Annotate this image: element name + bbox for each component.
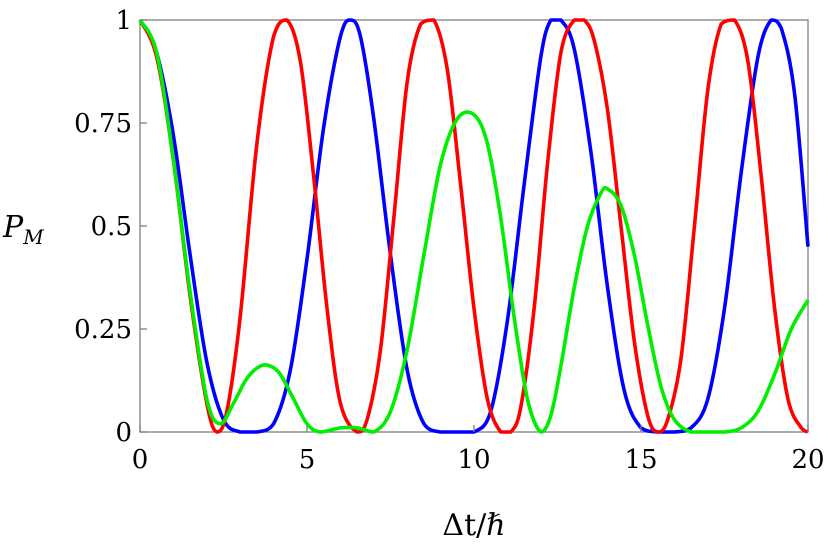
y-axis-label: PM: [2, 210, 44, 249]
y-tick-label: 1: [115, 6, 132, 36]
y-axis-label-main: P: [2, 210, 24, 245]
y-tick-label: 0.75: [74, 109, 132, 139]
x-tick-label: 10: [457, 445, 490, 475]
y-tick-label: 0.5: [91, 212, 132, 242]
x-axis-label: Δt/ℏ: [442, 508, 505, 543]
series-line-3: [138, 19, 810, 434]
y-axis-label-sub: M: [22, 225, 44, 249]
label-layer: PM Δt/ℏ: [2, 210, 506, 543]
x-tick-label: 20: [791, 445, 824, 475]
x-tick-label: 15: [624, 445, 657, 475]
x-tick-label: 0: [132, 445, 149, 475]
y-tick-label: 0.25: [74, 315, 132, 345]
y-tick-label: 0: [115, 418, 132, 448]
series-layer: [138, 18, 810, 434]
x-tick-label: 5: [299, 445, 316, 475]
tick-layer: 0 5 10 15 20 0 0.25 0.5 0.75 1: [74, 6, 824, 475]
series-line-2: [138, 18, 809, 434]
